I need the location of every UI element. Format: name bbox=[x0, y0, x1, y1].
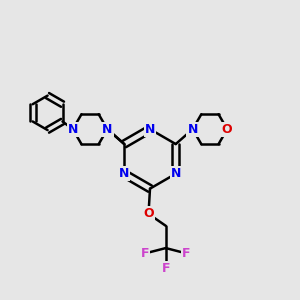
Text: F: F bbox=[161, 262, 170, 275]
Text: N: N bbox=[171, 167, 181, 180]
Text: N: N bbox=[102, 123, 112, 136]
Text: N: N bbox=[145, 123, 155, 136]
Text: N: N bbox=[188, 123, 198, 136]
Text: F: F bbox=[141, 247, 149, 260]
Text: F: F bbox=[182, 247, 191, 260]
Text: O: O bbox=[143, 207, 154, 220]
Text: O: O bbox=[222, 123, 232, 136]
Text: N: N bbox=[119, 167, 129, 180]
Text: N: N bbox=[68, 123, 78, 136]
